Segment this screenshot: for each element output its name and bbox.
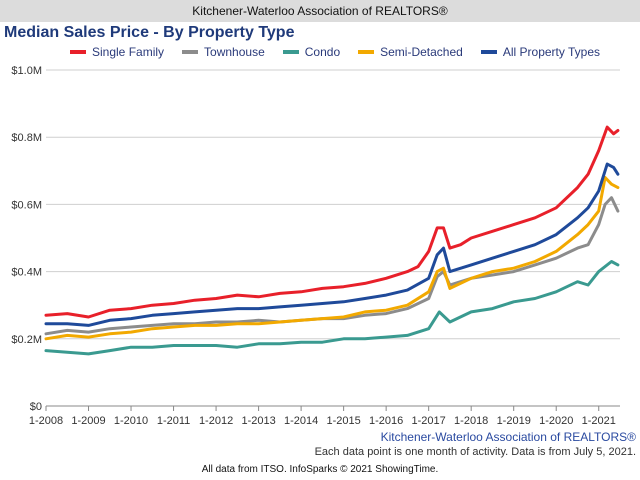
legend-swatch [480,50,497,54]
legend-swatch [358,50,375,54]
series-line-semi-detached [44,176,620,341]
legend-item-townhouse[interactable]: Townhouse [182,45,265,59]
legend-swatch [282,50,299,54]
y-tick-label: $0.6M [11,199,42,211]
y-tick-label: $1.0M [11,65,42,77]
legend-item-single-family[interactable]: Single Family [70,45,164,59]
legend-swatch [70,50,86,54]
x-tick-label: 1-2019 [497,415,531,427]
chart-legend: Single Family Townhouse Condo Semi-Detac… [70,45,600,59]
series-line-all-property-types [44,162,620,327]
x-tick-label: 1-2017 [412,415,446,427]
x-tick-label: 1-2021 [582,415,616,427]
legend-swatch [182,50,199,54]
y-tick-label: $0 [30,401,42,413]
x-tick-label: 1-2012 [199,415,233,427]
series-line-townhouse [44,196,620,336]
x-tick-label: 1-2016 [369,415,403,427]
x-tick-label: 1-2013 [241,415,275,427]
footer-credit: All data from ITSO. InfoSparks © 2021 Sh… [201,464,439,475]
x-tick-label: 1-2011 [157,415,190,427]
x-tick-label: 1-2009 [71,415,105,427]
x-tick-label: 1-2008 [29,415,63,427]
footer-source[interactable]: Kitchener-Waterloo Association of REALTO… [380,430,636,444]
legend-item-semi-detached[interactable]: Semi-Detached [358,45,463,59]
y-tick-label: $0.8M [11,132,42,144]
chart-title: Median Sales Price - By Property Type [4,24,295,41]
x-tick-label: 1-2010 [114,415,148,427]
series-line-condo [44,260,620,356]
x-tick-label: 1-2014 [284,415,318,427]
legend-label: Condo [304,45,341,59]
legend-label: All Property Types [502,45,600,59]
source-banner: Kitchener-Waterloo Association of REALTO… [0,0,640,22]
x-tick-label: 1-2018 [454,415,488,427]
footer-note: Each data point is one month of activity… [314,446,636,458]
legend-label: Semi-Detached [380,45,463,59]
y-tick-label: $0.4M [11,267,42,279]
legend-item-all-property-types[interactable]: All Property Types [480,45,600,59]
x-tick-label: 1-2020 [539,415,573,427]
legend-item-condo[interactable]: Condo [282,45,341,59]
series-line-single-family [44,125,620,319]
y-tick-label: $0.2M [11,334,42,346]
legend-label: Single Family [92,45,165,59]
legend-label: Townhouse [204,45,265,59]
x-tick-label: 1-2015 [326,415,360,427]
